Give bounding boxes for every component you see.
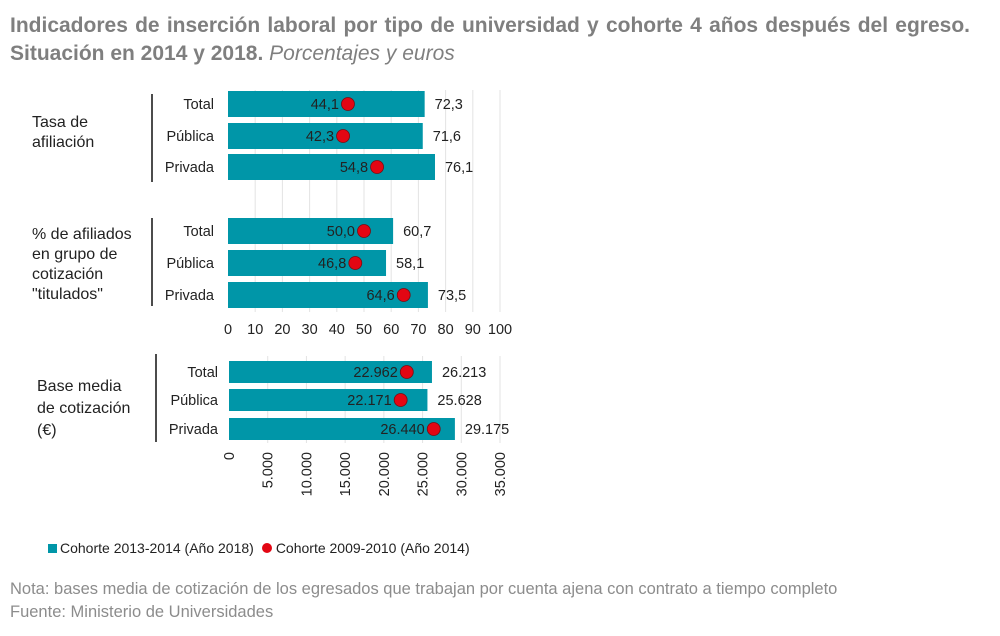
legend-bar-swatch-icon [48, 543, 57, 553]
legend-bar-label: Cohorte 2013-2014 (Año 2018) [60, 540, 254, 556]
group-label: Base media [37, 378, 122, 395]
dot-marker [426, 422, 441, 436]
dot-value-label: 64,6 [366, 288, 394, 304]
footnote: Nota: bases media de cotización de los e… [10, 578, 837, 624]
bar-value-label: 25.628 [437, 393, 481, 409]
x-tick-label: 20 [274, 322, 290, 338]
chart-title: Indicadores de inserción laboral por tip… [10, 12, 970, 68]
dot-value-label: 54,8 [340, 160, 368, 176]
chart-canvas: 0 10 20 30 40 50 60 70 80 90 100 Tasa de afiliación T… [32, 90, 512, 496]
bar-value-label: 60,7 [403, 224, 431, 240]
dot-marker [341, 97, 355, 111]
category-label: Total [183, 224, 214, 240]
legend-dot-marker-icon [261, 543, 272, 553]
x-tick-label: 20.000 [377, 452, 393, 496]
dot-marker [396, 288, 411, 302]
group-label: afiliación [32, 134, 94, 151]
x-tick-label: 60 [383, 322, 399, 338]
x-tick-label: 100 [488, 322, 512, 338]
dot-value-label: 50,0 [327, 224, 355, 240]
x-tick-label: 30 [302, 322, 318, 338]
bar [228, 154, 435, 180]
title-main: Indicadores de inserción laboral por tip… [10, 14, 970, 65]
x-tick-label: 15.000 [338, 452, 354, 496]
bar-value-label: 71,6 [433, 129, 461, 145]
note-text: Nota: bases media de cotización de los e… [10, 580, 838, 598]
source-text: Fuente: Ministerio de Universidades [10, 603, 274, 621]
x-tick-label: 0 [222, 452, 238, 460]
bar-value-label: 72,3 [435, 97, 463, 113]
x-tick-label: 25.000 [416, 452, 432, 496]
group-label: Tasa de [32, 114, 88, 131]
dot-marker [399, 365, 414, 379]
bar-value-label: 58,1 [396, 256, 424, 272]
x-tick-label: 35.000 [493, 452, 509, 496]
legend-dot-label: Cohorte 2009-2010 (Año 2014) [275, 540, 470, 556]
group-label: "titulados" [32, 286, 103, 303]
dot-marker [393, 393, 408, 407]
bar [228, 282, 428, 308]
bar-value-label: 73,5 [438, 288, 466, 304]
bar-value-label: 26.213 [442, 365, 486, 381]
group-label: en grupo de [32, 246, 118, 263]
dot-value-label: 22.171 [347, 393, 391, 409]
bar [229, 389, 428, 411]
group-label: % de afiliados [32, 226, 132, 243]
x-tick-label: 50 [356, 322, 372, 338]
x-tick-label: 0 [224, 322, 232, 338]
dot-value-label: 42,3 [306, 129, 334, 145]
category-label: Pública [170, 393, 218, 409]
group-label: (€) [37, 422, 57, 439]
legend-item-dots: Cohorte 2009-2010 (Año 2014) [261, 540, 470, 556]
group-label: cotización [32, 266, 103, 283]
category-label: Pública [166, 129, 214, 145]
dot-value-label: 22.962 [353, 365, 397, 381]
dot-value-label: 46,8 [318, 256, 346, 272]
bar-value-label: 29.175 [465, 422, 509, 438]
category-label: Privada [169, 422, 219, 438]
x-tick-label: 70 [410, 322, 426, 338]
x-tick-label: 30.000 [454, 452, 470, 496]
x-tick-label: 5.000 [261, 452, 277, 488]
category-label: Total [183, 97, 214, 113]
bar [228, 250, 387, 276]
dot-marker [336, 129, 350, 143]
dot-marker [357, 224, 371, 238]
category-label: Privada [165, 288, 215, 304]
bar [229, 418, 455, 440]
x-tick-label: 80 [438, 322, 454, 338]
category-label: Pública [166, 256, 214, 272]
legend: Cohorte 2013-2014 (Año 2018) Cohorte 200… [48, 540, 478, 556]
category-label: Total [187, 365, 218, 381]
x-tick-label: 10 [247, 322, 263, 338]
x-tick-label: 90 [465, 322, 481, 338]
category-label: Privada [165, 160, 215, 176]
x-tick-label: 10.000 [299, 452, 315, 496]
bar-value-label: 76,1 [445, 160, 473, 176]
bar [228, 123, 423, 149]
dot-marker [370, 160, 384, 174]
bar [228, 91, 425, 117]
title-subtitle: Porcentajes y euros [269, 42, 455, 65]
x-tick-label: 40 [329, 322, 345, 338]
dot-marker [348, 256, 363, 270]
group-label: de cotización [37, 400, 130, 417]
bar [229, 361, 432, 383]
legend-item-bars: Cohorte 2013-2014 (Año 2018) [48, 540, 254, 556]
dot-value-label: 26.440 [380, 422, 424, 438]
dot-value-label: 44,1 [311, 97, 339, 113]
